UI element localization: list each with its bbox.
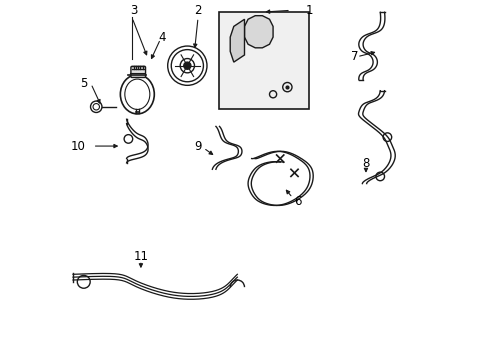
Text: 1: 1: [305, 4, 312, 17]
Circle shape: [183, 62, 190, 69]
Text: 5: 5: [80, 77, 87, 90]
Text: 3: 3: [130, 4, 137, 17]
Polygon shape: [244, 16, 272, 48]
Text: 10: 10: [71, 140, 85, 153]
Text: 9: 9: [194, 140, 201, 153]
Text: 8: 8: [362, 157, 369, 170]
Text: 4: 4: [158, 31, 166, 44]
FancyBboxPatch shape: [131, 66, 145, 77]
Text: 11: 11: [133, 250, 148, 263]
Text: 6: 6: [294, 195, 302, 208]
Bar: [219, 12, 308, 109]
Text: 7: 7: [350, 50, 358, 63]
Polygon shape: [230, 19, 244, 62]
Text: 2: 2: [194, 4, 202, 17]
